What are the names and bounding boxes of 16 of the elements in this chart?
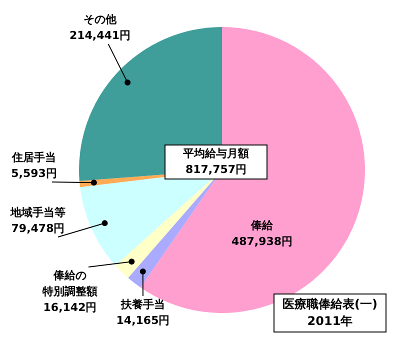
- text: 2011年: [307, 314, 353, 328]
- data-label: 5,593円: [11, 166, 57, 180]
- slice-label: 俸給: [250, 218, 274, 232]
- slice-label: 俸給の特別調整額: [42, 268, 98, 298]
- slice-label: 住居手当: [11, 150, 56, 164]
- data-label: 14,165円: [116, 314, 170, 327]
- data-label: 79,478円: [11, 222, 65, 235]
- data-label: 214,441円: [69, 28, 131, 42]
- text: 平均給与月額: [182, 146, 249, 160]
- data-label: 16,142円: [43, 300, 97, 314]
- slice-label: その他: [84, 12, 118, 26]
- text: 817,757円: [185, 162, 247, 176]
- data-label: 487,938円: [231, 234, 293, 248]
- text: 医療職俸給表(一): [282, 297, 378, 312]
- slice-label: 扶養手当: [120, 298, 165, 311]
- slice-label: 地域手当等: [10, 206, 66, 219]
